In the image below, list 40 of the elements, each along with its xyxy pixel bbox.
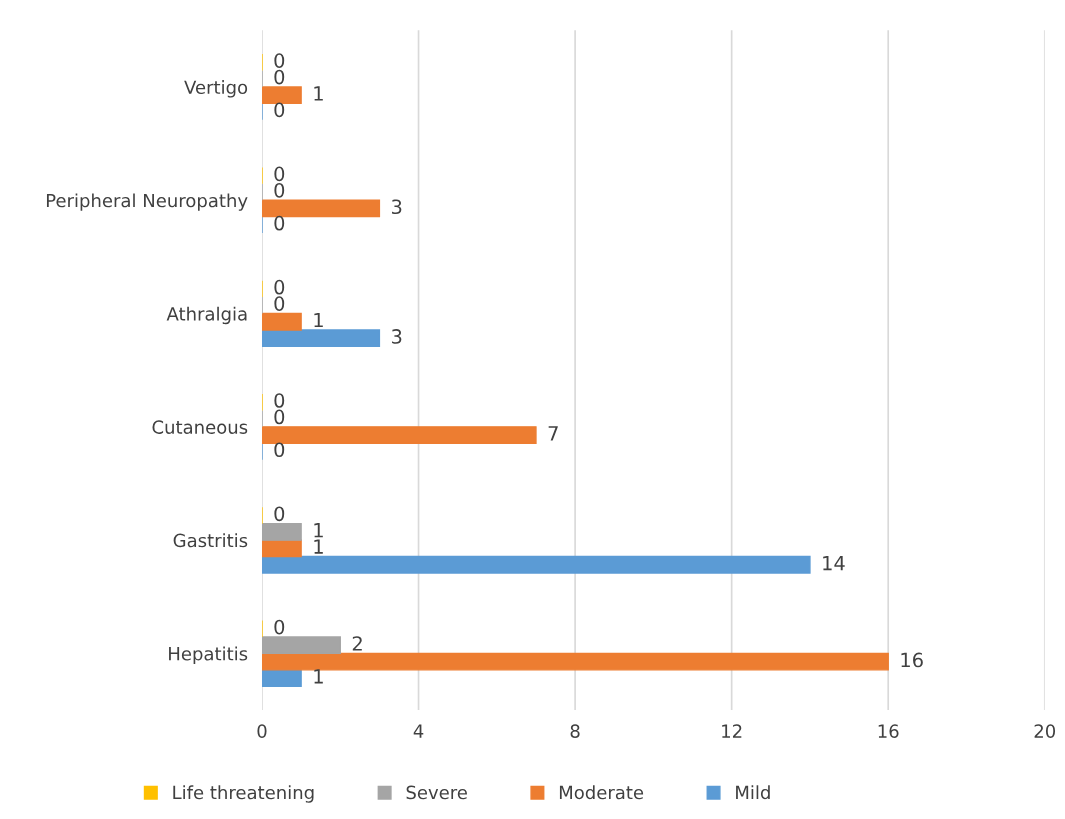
data-label: 1 — [314, 312, 323, 328]
data-label: 0 — [274, 506, 285, 522]
data-label: 0 — [274, 182, 285, 198]
y-tick-label: Peripheral Neuropathy — [46, 193, 248, 211]
x-tick-label: 20 — [1034, 724, 1056, 738]
data-label: 1 — [314, 669, 323, 684]
data-label: 0 — [274, 619, 285, 635]
y-tick-label: Athralgia — [166, 306, 247, 325]
legend-label: Life threatening — [173, 785, 314, 803]
legend-label: Severe — [406, 785, 467, 800]
legend-label: Mild — [736, 785, 770, 800]
data-label: 0 — [274, 69, 285, 85]
data-label: 0 — [274, 53, 285, 68]
data-label: 14 — [823, 555, 845, 571]
data-label: 0 — [274, 102, 285, 118]
x-tick-label: 8 — [570, 724, 580, 738]
data-label: 1 — [314, 86, 323, 101]
data-label: 0 — [274, 393, 285, 408]
y-tick-label: Cutaneous — [152, 420, 248, 434]
data-label: 3 — [392, 329, 402, 344]
data-label: 0 — [274, 215, 285, 231]
x-tick-label: 16 — [878, 724, 899, 738]
y-tick-label: Hepatitis — [169, 646, 248, 665]
data-label: 0 — [274, 442, 285, 458]
y-tick-label: Vertigo — [184, 80, 248, 98]
x-tick-label: 0 — [257, 724, 267, 738]
data-label: 1 — [314, 523, 323, 538]
data-label: 0 — [274, 166, 285, 182]
data-label: 2 — [352, 636, 362, 651]
data-label: 3 — [392, 199, 402, 215]
data-label: 0 — [274, 296, 285, 311]
legend-label: Moderate — [559, 785, 644, 800]
data-label: 7 — [548, 426, 558, 441]
data-label: 1 — [314, 539, 323, 554]
x-tick-label: 12 — [722, 724, 742, 738]
data-label: 16 — [901, 652, 923, 668]
y-tick-label: Gastritis — [173, 533, 248, 548]
data-label: 0 — [274, 409, 285, 425]
data-label: 0 — [274, 279, 285, 295]
x-tick-label: 4 — [413, 724, 424, 738]
